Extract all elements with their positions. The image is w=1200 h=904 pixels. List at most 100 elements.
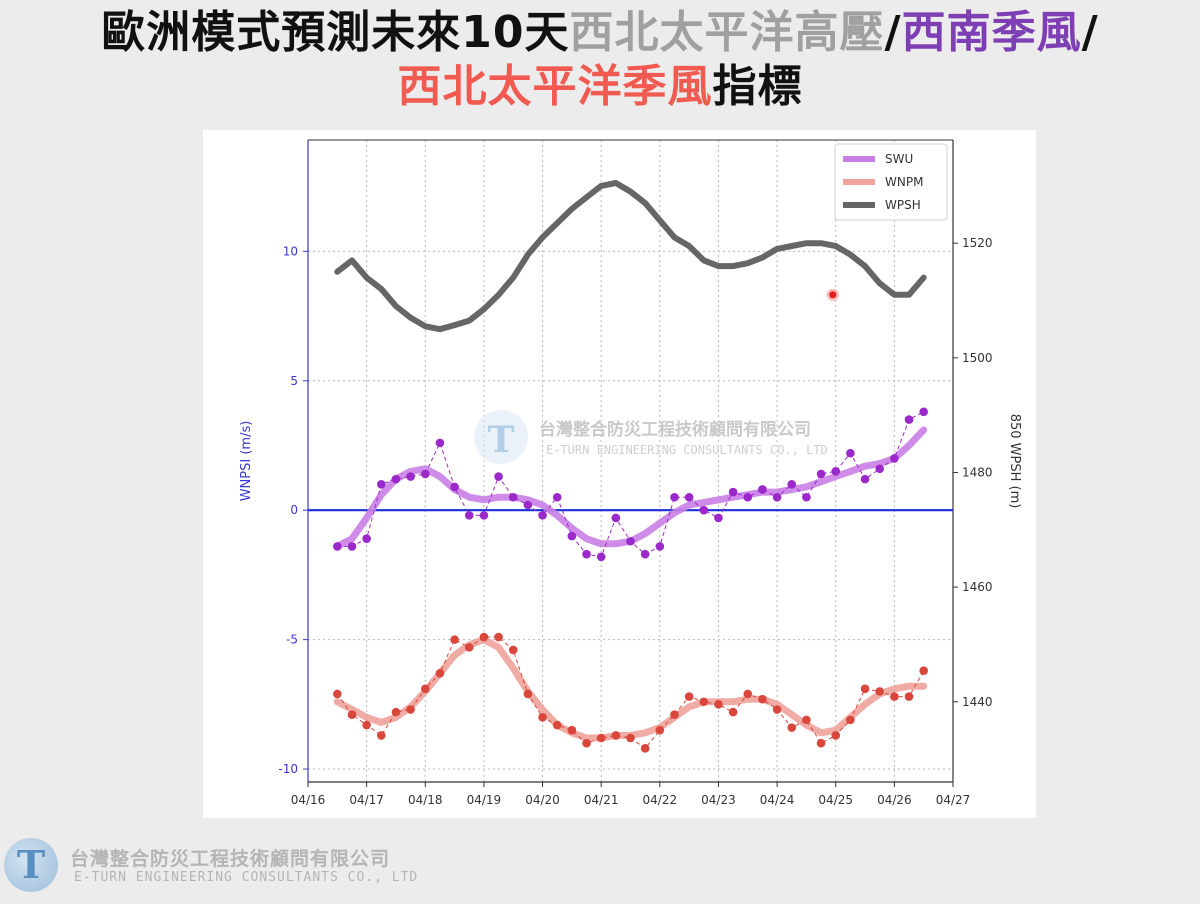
series-swu-point [699,505,709,515]
legend: SWU WNPM WPSH [834,143,948,221]
footer-company-cn: 台灣整合防災工程技術顧問有限公司 [70,848,391,870]
y2-tick-label: 1500 [962,351,993,365]
series-swu-point [611,513,621,523]
series-wnpm-point [391,707,401,717]
x-tick-label: 04/23 [701,793,736,807]
series-swu-point [890,454,899,463]
series-swu-point [816,469,826,479]
series-swu-point [376,479,386,489]
x-tick-label: 04/19 [467,793,502,807]
series-swu-point [875,464,885,474]
series-wnpm-point [508,645,518,655]
series-swu-point [846,448,855,458]
series-swu-point [904,415,914,424]
series-swu-point [596,552,606,562]
watermark-logo-icon [474,410,528,464]
y2-tick-label: 1460 [962,580,993,594]
series-wnpm-point [523,689,533,699]
series-wnpm-point [640,744,650,753]
x-tick-label: 04/20 [525,793,560,807]
chart-title-line-2: 西北太平洋季風指標 [0,60,1200,114]
series-swu-point [831,467,841,476]
title-part-swu: 西南季風 [901,7,1082,58]
y-tick-label: 10 [283,244,298,258]
series-wnpm-point [450,635,459,644]
series-swu-point [743,492,753,502]
series-wnpm-point [376,731,386,740]
series-wnpm-point [919,666,928,675]
series-swu-point [523,500,533,510]
series-wnpm-point [435,668,445,678]
series-swu-point [362,534,371,543]
series-swu-point [655,542,665,551]
series-swu-point [464,511,474,520]
series-swu-point [435,438,445,448]
y-tick-label: -5 [286,633,298,647]
watermark: T 台灣整合防災工程技術顧問有限公司 E-TURN ENGINEERING CO… [474,410,828,464]
series-wnpm-point [728,707,738,717]
series-wnpm-point [655,725,665,735]
series-swu-point [552,492,562,502]
series-wnpm-point [714,700,723,709]
series-wnpm-point [552,720,562,730]
series-wnpm-point [567,725,577,735]
series-wnpm-point [582,738,591,748]
series-wnpm-point [875,687,885,696]
series-swu-point [787,479,797,489]
grid-lines [308,140,953,782]
series-wnpm-point [904,692,914,701]
series-swu-point [772,492,782,502]
series-swu-point [684,492,694,502]
series-wnpm-point [890,692,899,701]
title-part-black: 歐洲模式預測未來10天 [101,7,570,58]
series-swu-point [450,482,459,492]
y-axis-label: WNPSI (m/s) [239,421,254,502]
footer-company-en: E-TURN ENGINEERING CONSULTANTS CO., LTD [74,870,419,885]
series-swu-point [670,492,679,502]
y2-tick-label: 1520 [962,236,993,250]
y-tick-label: -10 [278,762,298,776]
series-swu-point [802,492,811,502]
watermark-company-en: E-TURN ENGINEERING CONSULTANTS CO., LTD [546,443,828,457]
title-part-wpsh: 西北太平洋高壓 [569,7,885,58]
company-logo-icon: T [4,838,58,892]
y2-axis-label: 850 WPSH (m) [1007,414,1022,509]
series-swu-point [333,542,342,551]
series-wnpm-point [347,710,357,719]
series-swu-point [494,472,503,481]
x-tick-label: 04/25 [818,793,853,807]
series-swu-point [728,487,738,497]
series-wnpm-point [406,705,415,714]
series-swu-point [538,511,547,520]
x-tick-label: 04/21 [584,793,619,807]
series-wnpm-point [758,694,767,704]
x-tick-label: 04/16 [291,793,326,807]
series-swu-point [347,542,357,551]
y2-tick-label: 1440 [962,695,993,709]
series-wnpm-point [494,632,503,642]
series-wnpm-dashed-line [336,636,925,749]
y-tick-label: 0 [290,503,298,517]
chart-title-line-1: 歐洲模式預測未來10天西北太平洋高壓/西南季風/ [0,6,1200,60]
series-wnpm-point [787,723,797,732]
series-wnpm-point [802,715,811,725]
chart-svg: T 台灣整合防災工程技術顧問有限公司 E-TURN ENGINEERING CO… [239,139,1022,807]
series-wnpm-point [699,697,709,707]
series-swu-point [479,511,489,520]
series-swu-point [714,513,723,523]
logo-letter: T [16,842,46,887]
series-wnpm-point [479,632,489,642]
series-wnpm-point [684,692,694,701]
series-wnpm-point [860,684,870,694]
footer-branding: T 台灣整合防災工程技術顧問有限公司 E-TURN ENGINEERING CO… [0,830,440,904]
watermark-logo-letter: T [488,419,515,461]
series-wnpm-point [596,733,606,743]
x-tick-label: 04/18 [408,793,443,807]
series-wnpm-point [670,710,679,719]
series-wnpm-point [538,712,547,722]
y-tick-label: 5 [290,374,298,388]
series-wnpm-point [333,689,342,699]
legend-label-wnpm: WNPM [885,175,923,189]
series-swu-point [420,469,430,479]
series-layer [308,180,953,753]
